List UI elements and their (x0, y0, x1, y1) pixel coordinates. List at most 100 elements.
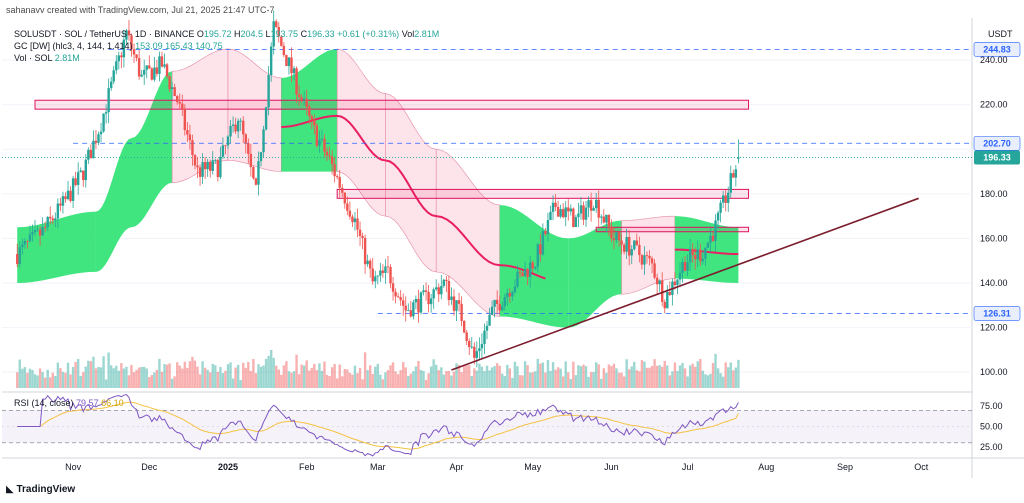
volume-bar (198, 374, 202, 388)
volume-bar (120, 363, 123, 388)
candle-body (414, 298, 418, 303)
candle-body (198, 167, 202, 177)
candle-body (193, 154, 197, 166)
volume-bar (259, 366, 263, 388)
candle-body (546, 220, 550, 234)
volume-bar (612, 363, 616, 388)
candle-body (247, 143, 250, 154)
volume-bar (36, 375, 39, 388)
candle-body (51, 218, 54, 221)
candle-body (391, 283, 395, 292)
volume-bar (315, 370, 319, 388)
candle-body (612, 238, 616, 241)
volume-bar (531, 372, 534, 388)
volume-bar (475, 370, 479, 388)
volume-bar (714, 353, 717, 388)
volume-bar (107, 352, 110, 388)
volume-bar (163, 364, 166, 388)
created-by-line: sahanavv created with TradingView.com, J… (6, 5, 275, 15)
x-tick-label: Oct (914, 462, 929, 472)
candle-body (648, 255, 651, 259)
volume-bar (658, 365, 661, 388)
volume-bar (280, 374, 283, 388)
volume-bar (536, 358, 539, 388)
candle-body (201, 162, 204, 177)
price-axis-tag (973, 42, 1021, 57)
volume-bar (74, 361, 77, 388)
y-tick-label: 180.00 (980, 189, 1008, 199)
candle-body (122, 39, 126, 58)
volume-bar (399, 370, 402, 388)
volume-bar (727, 367, 730, 388)
tradingview-logo: ◣ TradingView (6, 484, 75, 495)
candle-body (561, 209, 565, 218)
volume-bar (561, 376, 565, 388)
candle-body (115, 61, 118, 71)
candle-body (473, 346, 476, 358)
candle-body (435, 287, 438, 290)
volume-bar (429, 366, 433, 388)
volume-bar (572, 361, 575, 388)
volume-bar (602, 368, 606, 388)
candle-body (681, 261, 684, 273)
volume-bar (610, 366, 613, 388)
candle-body (226, 136, 230, 146)
candle-body (424, 290, 428, 292)
volume-bar (211, 363, 214, 388)
vol-sol-label: Vol · SOL (14, 53, 53, 63)
candle-body (117, 55, 121, 62)
volume-bar (655, 365, 659, 388)
candle-body (181, 103, 184, 109)
volume-bar (188, 361, 192, 388)
x-tick-label: Aug (758, 462, 774, 472)
rsi-header: RSI (14, close) 79.57 66.10 (14, 398, 124, 408)
volume-bar (239, 379, 242, 388)
gc-midline (281, 114, 546, 280)
candle-body (592, 208, 595, 211)
volume-bar (432, 359, 435, 388)
candle-body (457, 300, 461, 304)
candle-body (196, 165, 199, 168)
volume-bar (99, 367, 103, 388)
candle-body (112, 70, 115, 82)
candle-body (346, 203, 349, 211)
volume-bar (673, 362, 677, 388)
candle-body (224, 145, 227, 147)
volume-bar (516, 366, 519, 388)
volume-bar (216, 371, 220, 388)
gc-band-segment (435, 148, 500, 317)
candle-body (259, 152, 263, 162)
candle-body (594, 199, 598, 209)
volume-bar (102, 356, 105, 388)
volume-bar (686, 376, 689, 388)
volume-bar (264, 358, 268, 388)
volume-bar (442, 374, 446, 388)
volume-bar (569, 378, 572, 388)
candle-body (429, 298, 433, 305)
candle-body (323, 138, 326, 152)
x-tick-label: Feb (299, 462, 315, 472)
candle-body (269, 46, 273, 76)
candle-body (422, 290, 425, 293)
volume-bar (633, 361, 636, 388)
ohlc-line: SOLUSDT · SOL / TetherUS · 1D · BINANCE … (14, 29, 439, 39)
rsi-tick-label: 75.00 (980, 401, 1003, 411)
candle-body (582, 205, 585, 220)
candle-body (501, 306, 504, 311)
volume-bar (302, 365, 306, 388)
volume-bar (66, 362, 70, 388)
volume-bar (328, 376, 331, 388)
volume-bar (150, 375, 154, 388)
volume-bar (427, 373, 430, 388)
candle-body (137, 58, 141, 77)
volume-bar (252, 359, 255, 388)
volume-bar (594, 362, 598, 388)
candle-body (348, 210, 352, 217)
candle-body (485, 325, 489, 331)
volume-bar (368, 365, 372, 388)
volume-bar (117, 370, 121, 388)
candle-body (630, 249, 633, 256)
volume-bar (409, 373, 413, 388)
candle-body (556, 206, 560, 217)
